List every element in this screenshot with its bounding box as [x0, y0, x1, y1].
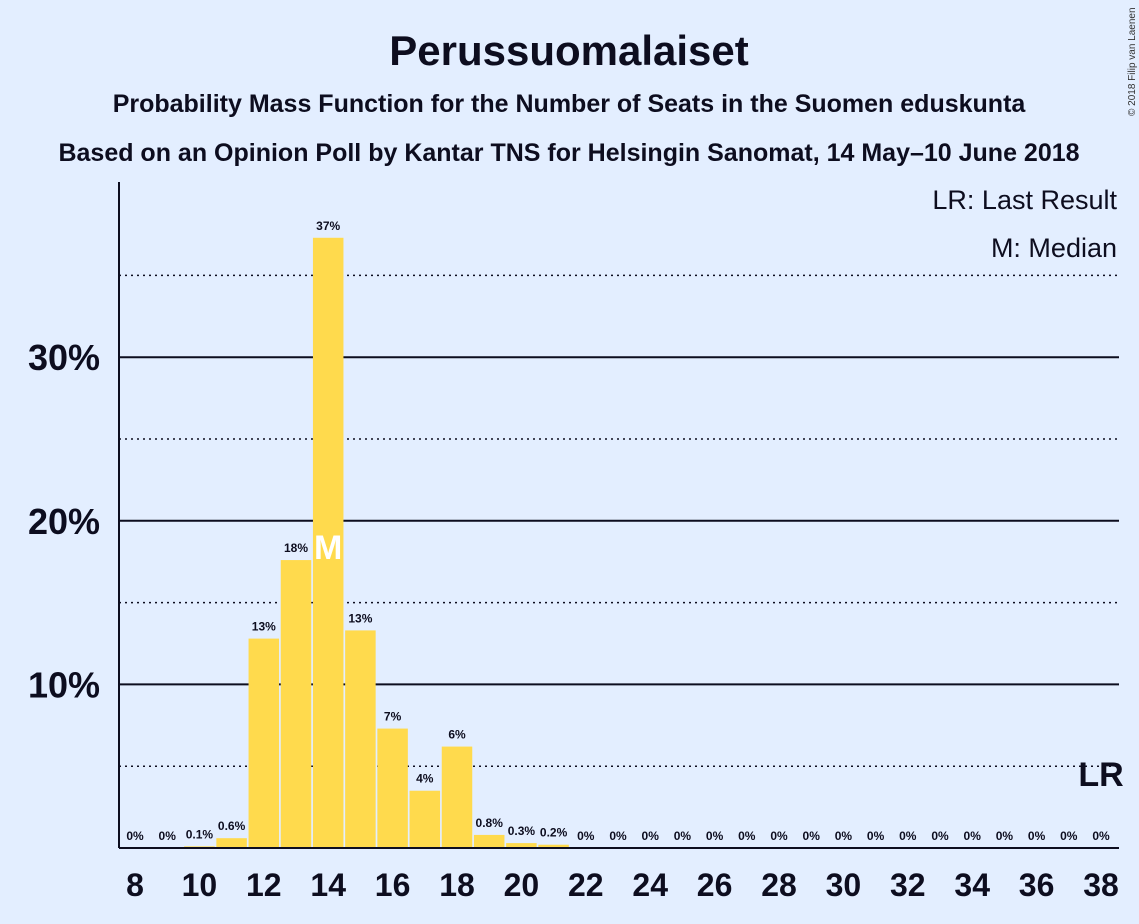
x-tick-label: 18	[439, 867, 475, 903]
x-axis-ticks: 8 10 12 14 16 18 20 22 24 26 28 30 32 34 36 38	[126, 867, 1119, 903]
data-labels: 0% 0% 0.1% 0.6% 13% 18% 37% 13% 7% 4% 6% 0.8% 0.3% 0.…	[126, 219, 1110, 843]
data-label: 0%	[642, 829, 660, 843]
data-label: 0%	[126, 829, 144, 843]
data-label: 13%	[252, 620, 276, 634]
legend-median: M: Median	[991, 233, 1117, 263]
x-tick-label: 30	[826, 867, 862, 903]
data-label: 0%	[996, 829, 1014, 843]
data-label: 0%	[803, 829, 821, 843]
x-tick-label: 20	[504, 867, 540, 903]
bar	[280, 560, 312, 848]
chart-subtitle: Probability Mass Function for the Number…	[113, 90, 1027, 118]
bar	[538, 844, 569, 848]
bars	[184, 237, 569, 849]
data-label: 0%	[899, 829, 917, 843]
x-tick-label: 34	[954, 867, 990, 903]
data-label: 0%	[1028, 829, 1046, 843]
x-tick-label: 24	[632, 867, 668, 903]
gridlines	[119, 274, 1119, 767]
bar	[377, 728, 408, 848]
data-label: 0.2%	[540, 826, 568, 840]
data-label: 4%	[416, 772, 434, 786]
bar	[473, 834, 505, 848]
x-tick-label: 28	[761, 867, 797, 903]
x-tick-label: 22	[568, 867, 604, 903]
data-label: 0%	[835, 829, 853, 843]
bar	[248, 638, 280, 848]
data-label: 0%	[1060, 829, 1078, 843]
data-label: 0%	[706, 829, 724, 843]
x-tick-label: 36	[1019, 867, 1055, 903]
median-marker: M	[314, 529, 342, 567]
data-label: 0.6%	[218, 819, 246, 833]
data-label: 0.1%	[186, 827, 214, 841]
data-label: 18%	[284, 541, 308, 555]
x-tick-label: 10	[182, 867, 218, 903]
x-tick-label: 26	[697, 867, 733, 903]
x-tick-label: 14	[310, 867, 346, 903]
x-tick-label: 32	[890, 867, 926, 903]
y-tick-label: 20%	[28, 501, 100, 542]
y-tick-label: 10%	[28, 664, 100, 705]
bar	[345, 630, 376, 848]
bar	[312, 237, 344, 849]
y-axis-ticks: 10% 20% 30%	[28, 337, 100, 705]
data-label: 0%	[577, 829, 595, 843]
data-label: 0%	[674, 829, 692, 843]
data-label: 13%	[348, 611, 372, 625]
copyright-notice: © 2018 Filip van Laenen	[1127, 7, 1138, 116]
data-label: 7%	[384, 710, 402, 724]
data-label: 0.8%	[476, 816, 504, 830]
x-tick-label: 16	[375, 867, 411, 903]
data-label: 0%	[1092, 829, 1110, 843]
data-label: 0%	[159, 829, 177, 843]
data-label: 0.3%	[508, 824, 536, 838]
y-tick-label: 30%	[28, 337, 100, 378]
data-label: 37%	[316, 219, 340, 233]
chart-subtitle-source: Based on an Opinion Poll by Kantar TNS f…	[58, 139, 1079, 167]
data-label: 0%	[931, 829, 949, 843]
x-tick-label: 8	[126, 867, 144, 903]
data-label: 0%	[770, 829, 788, 843]
x-tick-label: 38	[1083, 867, 1119, 903]
bar	[216, 838, 247, 848]
legend-last-result: LR: Last Result	[932, 185, 1117, 215]
bar	[441, 746, 473, 848]
last-result-marker: LR	[1078, 756, 1123, 794]
x-tick-label: 12	[246, 867, 282, 903]
data-label: 0%	[609, 829, 627, 843]
bar	[409, 790, 441, 848]
chart-title: Perussuomalaiset	[389, 27, 749, 74]
data-label: 0%	[867, 829, 885, 843]
data-label: 6%	[448, 728, 466, 742]
data-label: 0%	[738, 829, 756, 843]
bar	[506, 843, 537, 848]
data-label: 0%	[964, 829, 982, 843]
